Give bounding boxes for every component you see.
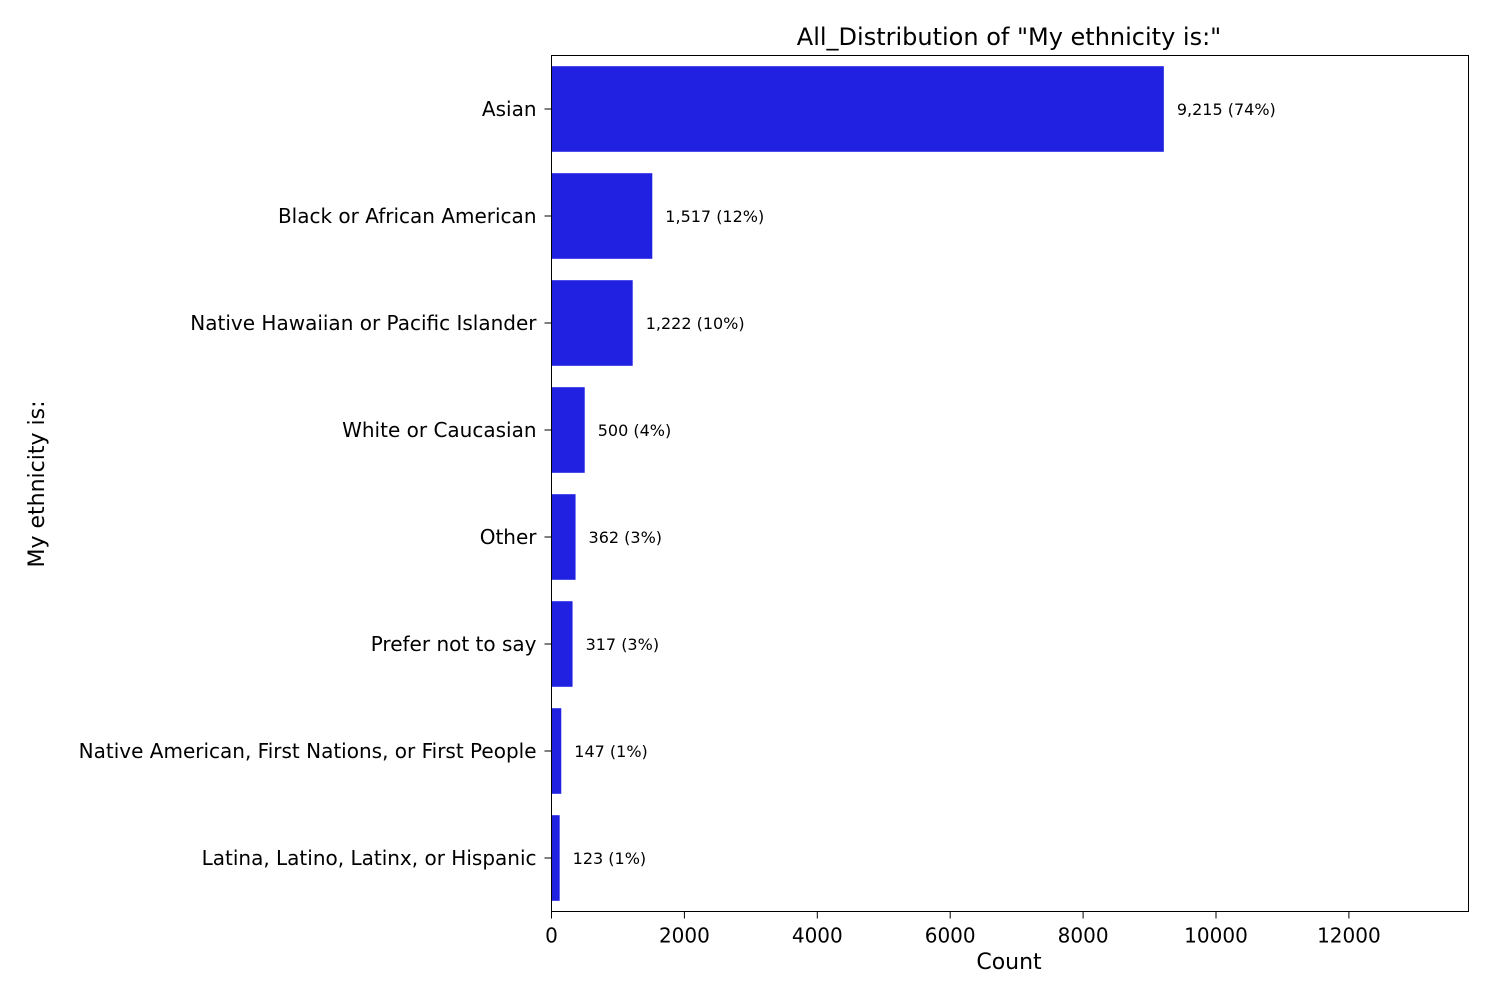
data-label: 317 (3%) — [586, 635, 660, 654]
bar — [551, 280, 633, 366]
x-tick-label: 4000 — [792, 924, 843, 948]
y-tick-label: Native American, First Nations, or First… — [79, 739, 537, 763]
data-label: 500 (4%) — [598, 421, 672, 440]
y-tick-label: Native Hawaiian or Pacific Islander — [190, 311, 537, 335]
x-tick-label: 12000 — [1317, 924, 1381, 948]
x-axis-label: Count — [976, 950, 1042, 975]
bar — [551, 387, 585, 473]
bar — [551, 601, 573, 687]
data-label: 123 (1%) — [573, 849, 647, 868]
y-axis-label: My ethnicity is: — [25, 401, 50, 568]
data-label: 9,215 (74%) — [1177, 100, 1276, 119]
data-label: 1,517 (12%) — [665, 207, 764, 226]
chart-title: All_Distribution of "My ethnicity is:" — [797, 23, 1221, 51]
x-tick-label: 8000 — [1058, 924, 1109, 948]
y-tick-label: Prefer not to say — [371, 632, 537, 656]
bar — [551, 708, 562, 794]
plot-frame — [551, 55, 1469, 912]
y-axis: Asian Black or African American Native Haw… — [79, 97, 552, 870]
x-tick-label: 6000 — [925, 924, 976, 948]
y-tick-label: Latina, Latino, Latinx, or Hispanic — [202, 846, 537, 870]
bar — [551, 494, 576, 580]
y-tick-label: Asian — [482, 97, 537, 121]
y-tick-label: White or Caucasian — [342, 418, 536, 442]
data-label: 147 (1%) — [574, 742, 648, 761]
x-tick-label: 2000 — [659, 924, 710, 948]
x-axis: 0 2000 4000 6000 8000 10000 12000 — [545, 911, 1381, 948]
bar — [551, 66, 1164, 152]
data-label: 362 (3%) — [589, 528, 663, 547]
bar — [551, 173, 653, 259]
bars-group — [551, 66, 1164, 901]
y-tick-label: Other — [480, 525, 538, 549]
bar — [551, 815, 560, 901]
x-tick-label: 10000 — [1184, 924, 1248, 948]
data-label: 1,222 (10%) — [646, 314, 745, 333]
data-labels-group: 9,215 (74%) 1,517 (12%) 1,222 (10%) 500 (4%… — [573, 100, 1276, 868]
y-tick-label: Black or African American — [278, 204, 537, 228]
x-tick-label: 0 — [545, 924, 558, 948]
